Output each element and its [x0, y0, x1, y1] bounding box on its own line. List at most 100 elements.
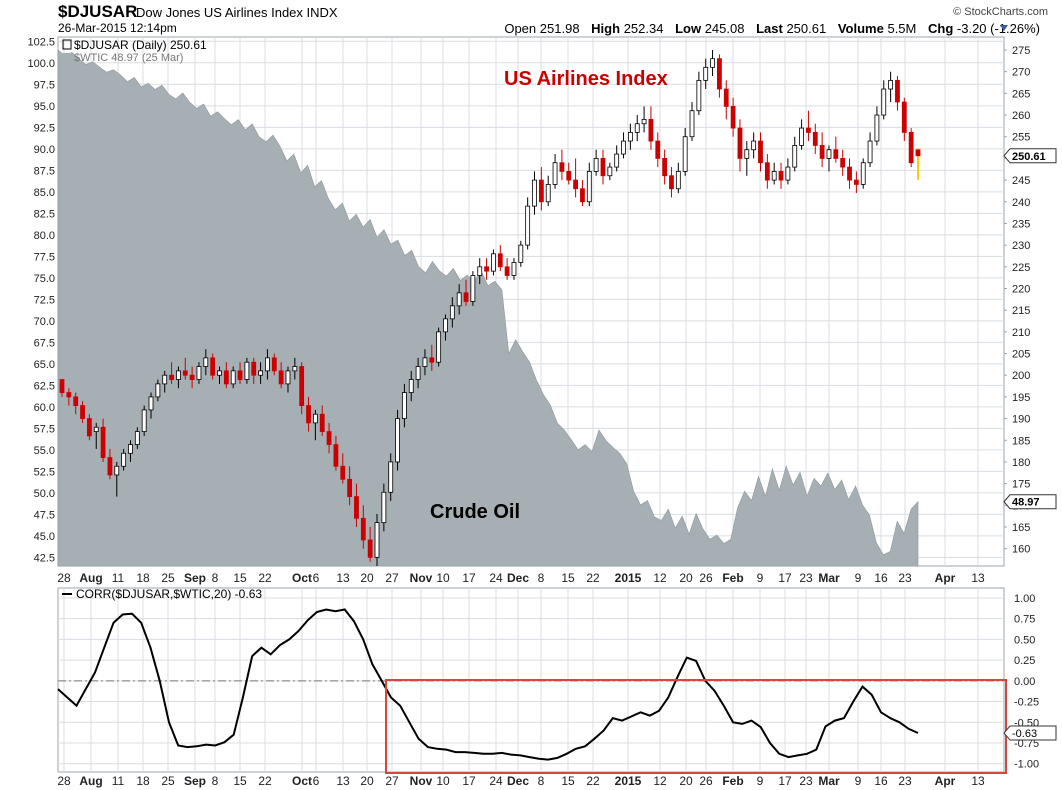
candle-body [182, 370, 188, 376]
candle-body [114, 465, 120, 476]
candle-body [799, 127, 804, 146]
candle-body [908, 131, 914, 164]
candle-body [148, 396, 154, 411]
x-tick-label: 20 [679, 774, 693, 788]
x-tick-label: 17 [778, 571, 792, 585]
wtic-last-tag-text: 48.97 [1012, 497, 1040, 509]
x-tick-label: 2015 [615, 774, 642, 788]
candle [456, 284, 462, 315]
x-tick-label: Apr [935, 774, 956, 788]
candle [799, 119, 804, 150]
candle [737, 119, 743, 172]
x-tick-label: 22 [586, 571, 600, 585]
legend-djusar: $DJUSAR (Daily) 250.61 [74, 38, 207, 52]
x-tick-label: Mar [818, 571, 840, 585]
candle-body [80, 405, 85, 419]
chart-header: $DJUSAR Dow Jones US Airlines Index INDX… [0, 0, 1062, 36]
x-tick-label: 13 [336, 774, 350, 788]
candle-body [244, 361, 250, 380]
candle [128, 440, 133, 462]
x-tick-label: 11 [112, 774, 125, 788]
x-tick-label: 20 [679, 571, 693, 585]
candle [73, 392, 79, 415]
candle [730, 97, 736, 137]
left-axis-tick-label: 60.0 [34, 402, 55, 414]
candle-body [600, 158, 606, 177]
x-tick-label: 23 [898, 571, 912, 585]
candle [223, 362, 229, 389]
x-tick-label: 23 [898, 774, 912, 788]
x-tick-label: 8 [538, 774, 545, 788]
candle-body [292, 366, 298, 372]
candle [244, 357, 250, 384]
x-tick-label: 12 [653, 571, 667, 585]
candle-body [874, 114, 880, 142]
x-tick-label: 15 [233, 571, 247, 585]
x-tick-label: Nov [410, 571, 433, 585]
left-axis-tick-label: 77.5 [34, 251, 55, 263]
candle [347, 466, 353, 506]
candle [593, 149, 599, 176]
corr-tick-label: -1.00 [1014, 759, 1039, 771]
candle-body [189, 374, 195, 380]
corr-x-axis: 28 Aug 11 18 25 Sep 8 15 22 Oct 6 13 20 27 Nov 10 17 24 De… [57, 774, 985, 788]
candle [778, 162, 784, 189]
quote-menu-icon[interactable] [1000, 25, 1008, 31]
candle [203, 349, 209, 376]
x-tick-label: 10 [436, 774, 450, 788]
candle [895, 76, 900, 111]
x-tick-label: Feb [722, 774, 743, 788]
candle-body [669, 175, 674, 190]
corr-tick-label: 0.75 [1014, 614, 1035, 626]
index-name-text: Dow Jones US Airlines Index [136, 5, 303, 20]
candle-body [785, 166, 791, 181]
right-axis-tick-label: 205 [1012, 349, 1030, 361]
candle-body [723, 88, 729, 107]
wtic-last-tag-box [1003, 494, 1057, 510]
candle [162, 370, 168, 393]
candle-body [354, 496, 359, 519]
candle [196, 362, 202, 384]
brand-label: © StockCharts.com [953, 6, 1048, 18]
candle [333, 435, 339, 471]
candle [826, 145, 832, 172]
left-axis-tick-label: 55.0 [34, 445, 55, 457]
index-name: Dow Jones US Airlines Index INDX [136, 5, 338, 20]
low-value: 245.08 [704, 21, 745, 36]
candle [59, 379, 65, 397]
candle-body [518, 244, 524, 263]
candle-body [134, 431, 140, 445]
djusar-last-tag-text: 250.61 [1012, 151, 1046, 163]
candle [230, 366, 236, 389]
candle-body [586, 171, 592, 203]
left-axis-tick-label: 52.5 [34, 466, 55, 478]
candle [545, 175, 551, 207]
candle-body [867, 140, 873, 164]
candle [388, 453, 394, 501]
corr-last-tag-text: -0.63 [1012, 728, 1037, 740]
right-axis-tick-label: 260 [1012, 110, 1030, 122]
candle [367, 526, 373, 562]
candle [723, 80, 729, 120]
right-axis-tick-label: 225 [1012, 262, 1030, 274]
x-tick-label: 23 [799, 774, 813, 788]
candle-body [340, 465, 346, 480]
last-value: 250.61 [786, 21, 827, 36]
candle [703, 58, 709, 90]
x-tick-label: 27 [385, 571, 399, 585]
left-axis-tick-label: 70.0 [34, 316, 55, 328]
x-tick-label: 15 [561, 571, 575, 585]
corr-last-tag-box [1003, 725, 1057, 741]
x-tick-label: 9 [757, 571, 764, 585]
x-tick-label: 6 [313, 774, 320, 788]
candle-body [251, 361, 257, 376]
candle-body [312, 413, 318, 424]
x-tick-label: 26 [699, 774, 713, 788]
high-label: High [591, 21, 621, 36]
corr-right-axis: 1.000.750.500.250.00-0.25-0.50-0.75-1.00 [1014, 593, 1039, 771]
candle-body [696, 79, 702, 112]
symbol-title: $DJUSAR [58, 2, 138, 21]
candle [114, 461, 120, 497]
candle-body [66, 392, 72, 398]
right-axis-tick-label: 240 [1012, 197, 1030, 209]
